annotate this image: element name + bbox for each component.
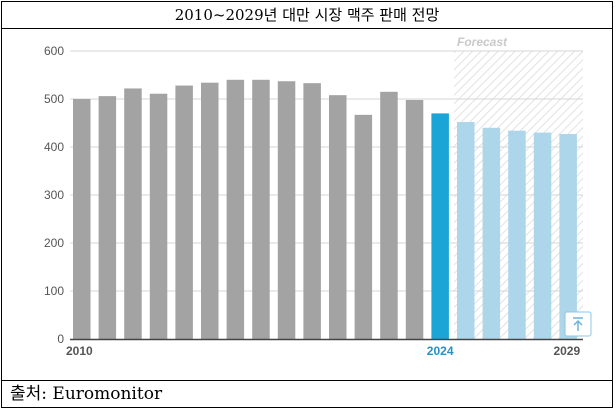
beer-sales-bar-chart: Forecast 0 100 200 300 400 500 600 2010 2024 2029 <box>44 35 592 358</box>
x-tick-label: 2010 <box>66 344 93 358</box>
bar-2027 <box>508 130 526 339</box>
bar-2014 <box>175 85 193 339</box>
y-tick-label: 500 <box>44 92 64 106</box>
y-tick-label: 200 <box>44 236 64 250</box>
y-tick-label: 100 <box>44 284 64 298</box>
bar-2025 <box>457 122 475 339</box>
icon-arrow <box>573 319 583 331</box>
source-note: 출처: Euromonitor <box>2 380 612 407</box>
y-tick-label: 300 <box>44 188 64 202</box>
bar-2020 <box>329 95 347 339</box>
bar-2021 <box>354 114 373 339</box>
y-tick-label: 600 <box>44 44 64 58</box>
bar-2019 <box>303 83 321 339</box>
bar-2024 <box>431 113 449 340</box>
chart-title: 2010~2029년 대만 시장 맥주 판매 전망 <box>2 2 612 29</box>
bar-2028 <box>533 132 552 339</box>
y-tick-label: 0 <box>57 332 64 346</box>
bar-2012 <box>124 88 142 339</box>
bar-2015 <box>201 82 219 340</box>
bar-2016 <box>226 79 245 340</box>
x-tick-label: 2029 <box>553 344 580 358</box>
bar-2018 <box>277 81 296 340</box>
bar-2010 <box>73 99 91 339</box>
bar-2026 <box>482 127 501 339</box>
forecast-label: Forecast <box>457 35 508 49</box>
x-tick-label: 2024 <box>427 344 454 358</box>
bar-2017 <box>252 79 270 340</box>
bar-2013 <box>149 93 168 339</box>
bar-2029 <box>559 134 577 339</box>
y-tick-label: 400 <box>44 140 64 154</box>
bar-2011 <box>98 96 117 340</box>
bar-2023 <box>405 99 424 340</box>
bar-2022 <box>380 91 398 339</box>
